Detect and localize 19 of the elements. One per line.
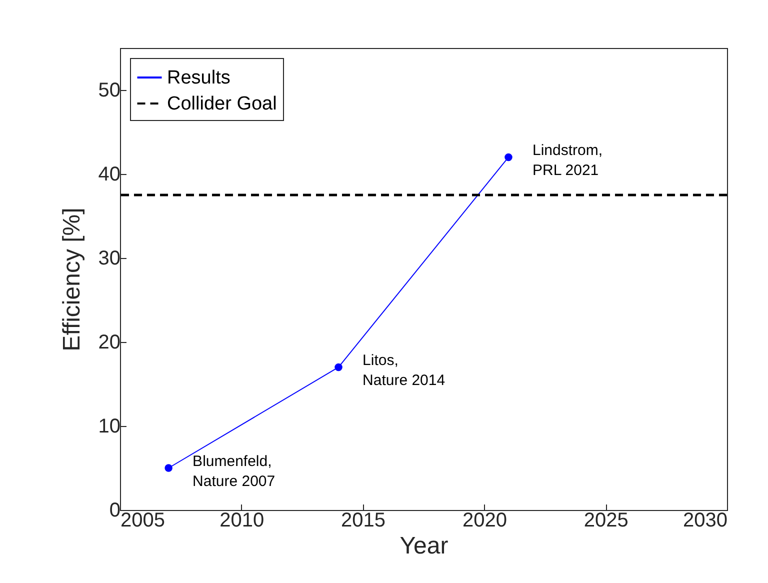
annotation: Lindstrom, PRL 2021 (532, 142, 603, 180)
y-tick-label: 40 (98, 164, 120, 186)
legend-label: Results (167, 68, 230, 88)
x-tick-label: 2010 (220, 510, 264, 532)
annotation: Litos, Nature 2014 (362, 352, 446, 390)
y-tick-label: 20 (98, 332, 120, 354)
y-tick-label: 10 (98, 416, 120, 438)
y-tick-label: 0 (109, 500, 120, 522)
x-axis-title: Year (400, 532, 448, 560)
x-tick-label: 2020 (462, 510, 507, 532)
y-tick-label: 30 (98, 248, 120, 270)
x-tick-label: 2005 (120, 510, 165, 532)
x-tick-label: 2025 (584, 510, 628, 532)
x-tick-label: 2015 (341, 510, 386, 532)
y-axis-title: Efficiency [%] (58, 208, 86, 352)
annotation: Blumenfeld, Nature 2007 (192, 453, 276, 490)
x-tick-label: 2030 (683, 510, 728, 532)
legend-label: Collider Goal (167, 94, 277, 114)
y-tick-label: 50 (98, 80, 120, 102)
